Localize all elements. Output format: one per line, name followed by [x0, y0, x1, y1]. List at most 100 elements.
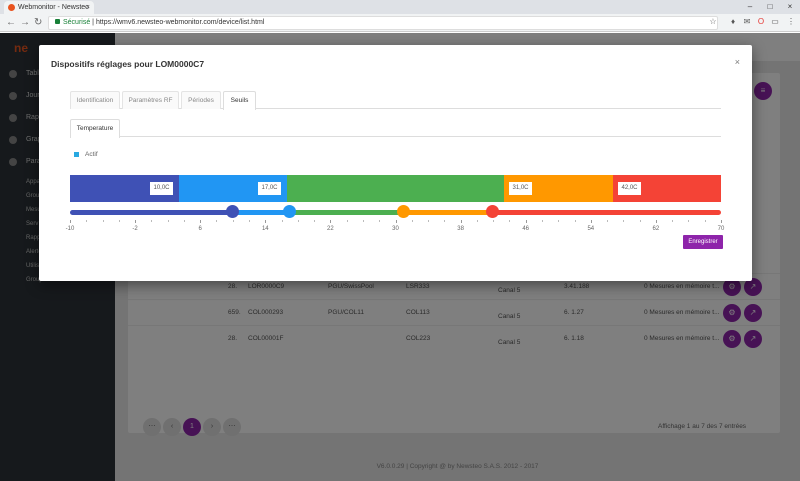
opera-icon[interactable]: O: [757, 17, 765, 26]
modal-tabs: Identification Paramètres RF Périodes Se…: [70, 91, 721, 110]
slider-axis: -10 -2 6 14 22 30 38 46 54 62 70: [66, 220, 724, 236]
close-icon[interactable]: ×: [734, 57, 740, 67]
axis-tick: [704, 220, 706, 222]
axis-tick: [655, 220, 657, 223]
tab-periodes[interactable]: Périodes: [181, 91, 221, 109]
modal-title: Dispositifs réglages pour LOM0000C7: [51, 59, 205, 69]
slider-handle[interactable]: [226, 205, 239, 218]
axis-tick: [362, 220, 364, 222]
forward-icon[interactable]: →: [20, 17, 30, 28]
axis-tick: [428, 220, 430, 222]
axis-label: 22: [327, 226, 334, 232]
axis-tick: [411, 220, 413, 222]
secure-label: Sécurisé: [63, 19, 91, 26]
close-window-icon[interactable]: ×: [787, 2, 793, 11]
axis-tick: [249, 220, 251, 222]
axis-tick: [558, 220, 560, 222]
axis-tick: [265, 220, 267, 223]
axis-tick: [346, 220, 348, 222]
slider-segment: [404, 210, 493, 215]
tab-temperature[interactable]: Temperature: [70, 119, 120, 138]
axis-tick: [379, 220, 381, 222]
axis-label: 30: [392, 226, 399, 232]
url-text: https://wmv6.newsteo-webmonitor.com/devi…: [95, 19, 265, 26]
axis-tick: [607, 220, 609, 222]
browser-tab-title: Webmonitor - Newsteo: [18, 4, 90, 11]
close-tab-icon[interactable]: ×: [85, 4, 90, 11]
cast-icon[interactable]: ▭: [771, 17, 779, 26]
lock-icon: [55, 19, 60, 24]
axis-tick: [183, 220, 185, 222]
actif-toggle[interactable]: Actif: [74, 151, 98, 158]
axis-tick: [639, 220, 641, 222]
browser-tab-strip: Webmonitor - Newsteo × – □ ×: [0, 0, 800, 14]
axis-tick: [525, 220, 527, 223]
browser-tab[interactable]: Webmonitor - Newsteo ×: [4, 1, 94, 14]
sensor-tabs: Temperature: [70, 119, 721, 138]
axis-tick: [135, 220, 137, 223]
maximize-icon[interactable]: □: [767, 2, 773, 11]
slider-segment: [70, 210, 233, 215]
axis-tick: [574, 220, 576, 222]
axis-tick: [151, 220, 153, 222]
axis-tick: [444, 220, 446, 222]
threshold-zones: 10,0C 17,0C 31,0C 42,0C: [70, 175, 721, 202]
back-icon[interactable]: ←: [6, 17, 16, 28]
menu-icon[interactable]: ⋮: [787, 17, 795, 26]
axis-label: 6: [198, 226, 202, 232]
axis-tick: [102, 220, 104, 222]
axis-label: 62: [652, 226, 660, 232]
threshold-label: 17,0C: [258, 182, 281, 195]
mail-icon[interactable]: ✉: [743, 17, 751, 26]
actif-label: Actif: [85, 151, 98, 158]
axis-tick: [395, 220, 397, 223]
axis-label: 38: [457, 226, 464, 232]
axis-label: 70: [717, 226, 725, 232]
axis-tick: [493, 220, 495, 222]
legend-square-icon: [74, 151, 79, 157]
slider-handle[interactable]: [283, 205, 296, 218]
axis-tick: [688, 220, 690, 222]
slider-segment: [233, 210, 290, 215]
axis-tick: [216, 220, 218, 222]
axis-tick: [460, 220, 462, 223]
settings-modal: Dispositifs réglages pour LOM0000C7 × Id…: [39, 45, 752, 281]
axis-label: 14: [261, 226, 269, 232]
axis-tick: [721, 220, 722, 223]
zone-normal: [287, 175, 504, 202]
reload-icon[interactable]: ↻: [34, 17, 43, 28]
axis-tick: [281, 220, 283, 222]
slider-segment: [493, 210, 721, 215]
axis-tick: [476, 220, 478, 222]
axis-tick: [232, 220, 234, 222]
axis-tick: [200, 220, 202, 223]
threshold-label: 10,0C: [150, 182, 173, 195]
tab-seuils[interactable]: Seuils: [223, 91, 256, 110]
url-field[interactable]: Sécurisé | https://wmv6.newsteo-webmonit…: [48, 16, 718, 30]
axis-tick: [86, 220, 88, 222]
tab-identification[interactable]: Identification: [70, 91, 120, 109]
threshold-label: 31,0C: [509, 182, 532, 195]
axis-tick: [167, 220, 169, 222]
slider-handle[interactable]: [486, 205, 499, 218]
axis-tick: [672, 220, 674, 222]
threshold-label: 42,0C: [618, 182, 641, 195]
bookmark-star-icon[interactable]: ☆: [709, 17, 717, 26]
minimize-icon[interactable]: –: [747, 2, 753, 11]
tab-parametres-rf[interactable]: Paramètres RF: [122, 91, 179, 109]
save-button[interactable]: Enregistrer: [683, 235, 723, 249]
axis-tick: [509, 220, 511, 222]
extension-icon[interactable]: ♦: [730, 17, 736, 26]
axis-label: 46: [522, 226, 530, 232]
axis-tick: [541, 220, 543, 222]
axis-label: -2: [132, 226, 138, 232]
threshold-slider[interactable]: [70, 205, 721, 218]
axis-tick: [118, 220, 120, 222]
slider-handle[interactable]: [397, 205, 410, 218]
address-bar: ← → ↻ Sécurisé | https://wmv6.newsteo-we…: [0, 14, 800, 32]
favicon-icon: [8, 4, 15, 11]
slider-segment: [290, 210, 404, 215]
axis-tick: [590, 220, 592, 223]
axis-tick: [330, 220, 332, 223]
axis-tick: [314, 220, 316, 222]
